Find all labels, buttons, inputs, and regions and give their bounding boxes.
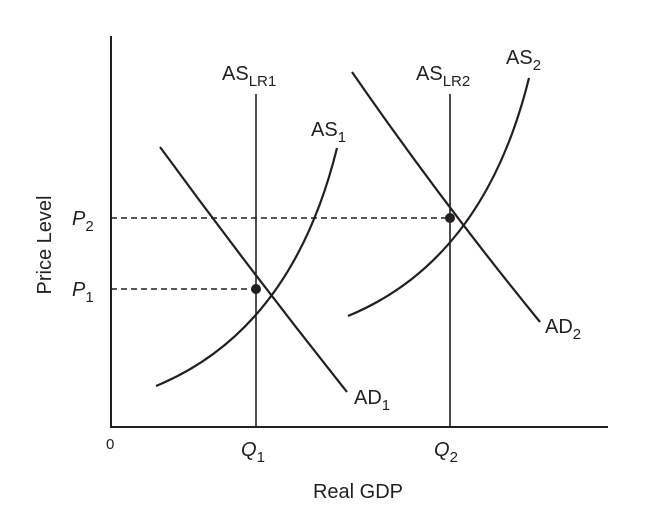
ad2-label: AD2	[545, 316, 581, 343]
equilibrium-point-1	[251, 284, 261, 294]
p2-label: P2	[72, 208, 94, 235]
ad1-curve	[159, 146, 348, 393]
ad2-curve	[351, 71, 541, 323]
as-lr2-label: ASLR2	[416, 63, 470, 90]
equilibrium-point-2	[445, 213, 455, 223]
q2-label: Q2	[434, 439, 458, 466]
as1-curve	[155, 147, 339, 388]
as-lr1-label: ASLR1	[222, 63, 276, 90]
as1-label: AS1	[311, 119, 346, 146]
as2-label: AS2	[506, 47, 541, 74]
x-axis-label: Real GDP	[313, 481, 403, 503]
origin-label: 0	[106, 436, 114, 453]
q1-label: Q1	[241, 439, 265, 466]
as2-curve	[347, 77, 531, 318]
ad1-label: AD1	[354, 387, 390, 414]
y-axis-label: Price Level	[34, 196, 56, 295]
p1-label: P1	[72, 279, 94, 306]
